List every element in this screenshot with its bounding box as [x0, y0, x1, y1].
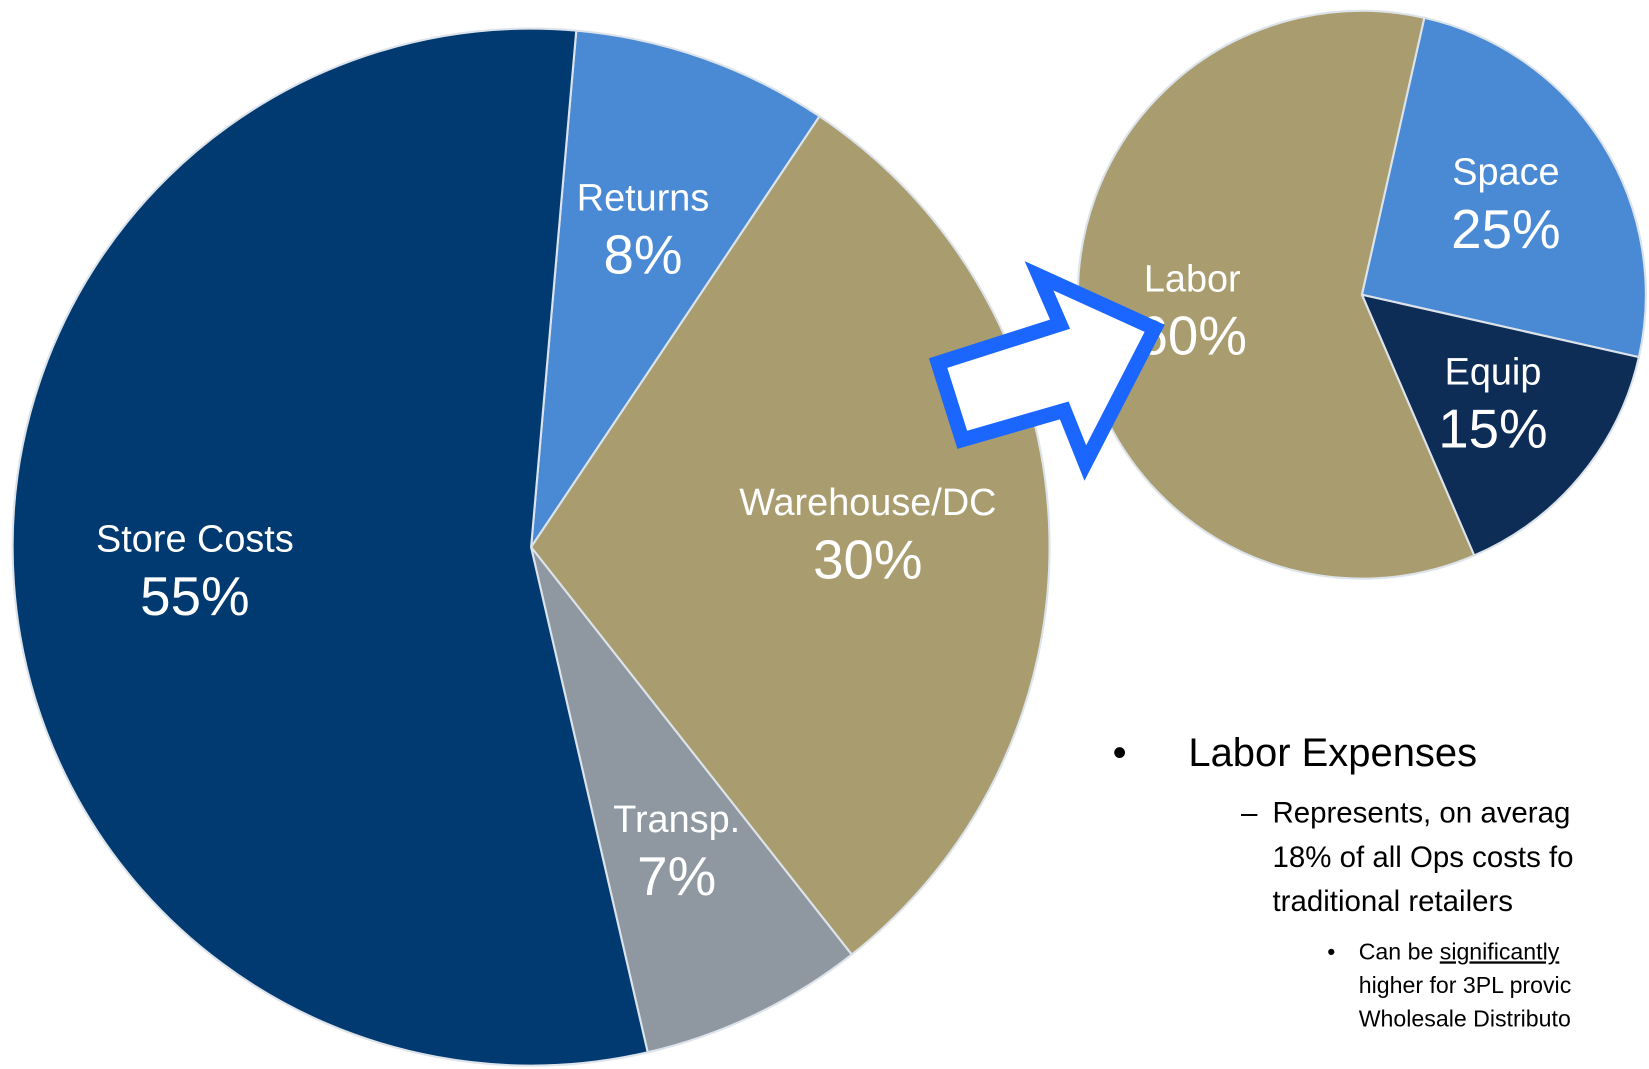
detail-lead: Can be: [1359, 938, 1434, 964]
pie-slice: [11, 27, 649, 1067]
notes: • Labor Expenses – Represents, on averag…: [1113, 731, 1574, 1032]
point-line: Represents, on averag: [1273, 797, 1571, 830]
bullet: •: [1113, 731, 1127, 775]
slice-value: 30%: [813, 528, 922, 590]
pie-slice: [1360, 16, 1647, 359]
slice-value: 8%: [604, 223, 683, 285]
slice-name: Store Costs: [96, 519, 294, 561]
point-line: 18% of all Ops costs fo: [1273, 841, 1574, 874]
bullet: •: [1327, 938, 1335, 964]
slice-name: Space: [1452, 152, 1559, 194]
pie-slice: [530, 546, 854, 1054]
slice-value: 7%: [637, 845, 716, 907]
pie-slice: [530, 29, 821, 548]
heading: Labor Expenses: [1188, 731, 1477, 775]
slice-value: 25%: [1451, 198, 1560, 260]
detail-line: Wholesale Distributo: [1359, 1006, 1571, 1032]
slice-name: Warehouse/DC: [739, 482, 996, 524]
detail-line: Can be significantly: [1359, 938, 1560, 964]
detail-emphasis: significantly: [1440, 938, 1560, 964]
pie-slice: [1360, 293, 1641, 557]
slice-name: Labor: [1144, 259, 1241, 301]
pie-slice: [529, 114, 1051, 957]
slice-name: Equip: [1445, 352, 1542, 394]
detail-line: higher for 3PL provic: [1359, 972, 1572, 998]
slice-name: Returns: [577, 177, 710, 219]
dash: –: [1241, 797, 1258, 830]
point-line: traditional retailers: [1273, 885, 1514, 918]
slice-value: 15%: [1438, 398, 1547, 460]
slice-name: Transp.: [613, 799, 740, 841]
arrow: [928, 261, 1165, 481]
slice-value: 55%: [140, 565, 249, 627]
